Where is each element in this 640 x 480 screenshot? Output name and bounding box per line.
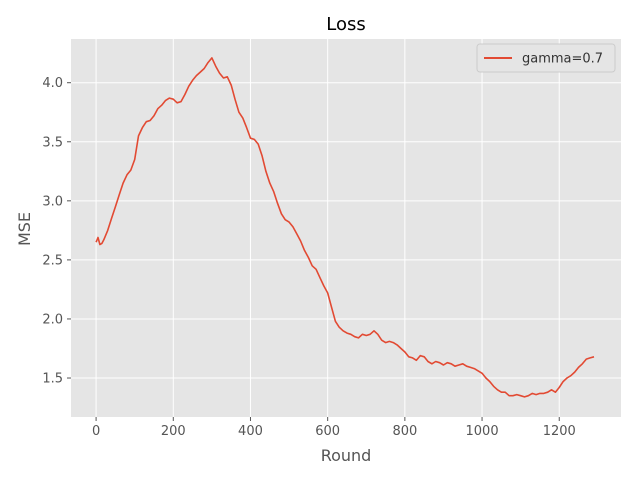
y-tick-label: 1.5	[42, 372, 63, 387]
x-tick-label: 600	[315, 424, 340, 439]
x-tick-label: 1000	[466, 424, 499, 439]
grid	[71, 39, 621, 417]
y-tick-label: 4.0	[42, 76, 63, 91]
x-tick-label: 400	[238, 424, 263, 439]
plot-area	[71, 39, 621, 417]
legend-box	[476, 43, 616, 73]
y-axis-label: MSE	[15, 212, 34, 246]
x-tick-label: 800	[392, 424, 417, 439]
legend: gamma=0.7	[476, 43, 616, 73]
y-tick-label: 3.5	[42, 135, 63, 150]
y-tick-label: 2.0	[42, 312, 63, 327]
series-line-gamma-0-7	[95, 57, 595, 398]
legend-label: gamma=0.7	[522, 52, 603, 67]
y-tick-label: 2.5	[42, 253, 63, 268]
x-tick-label: 0	[92, 424, 100, 439]
x-axis-ticks: 0 200 400 600 800 1000 1200	[92, 417, 576, 439]
x-tick-label: 1200	[543, 424, 576, 439]
y-axis-ticks: 1.5 2.0 2.5 3.0 3.5 4.0	[42, 76, 71, 387]
y-tick-label: 3.0	[42, 194, 63, 209]
chart-title: Loss	[326, 14, 365, 35]
x-axis-label: Round	[321, 446, 372, 465]
x-tick-label: 200	[161, 424, 186, 439]
series-layer	[95, 57, 595, 398]
